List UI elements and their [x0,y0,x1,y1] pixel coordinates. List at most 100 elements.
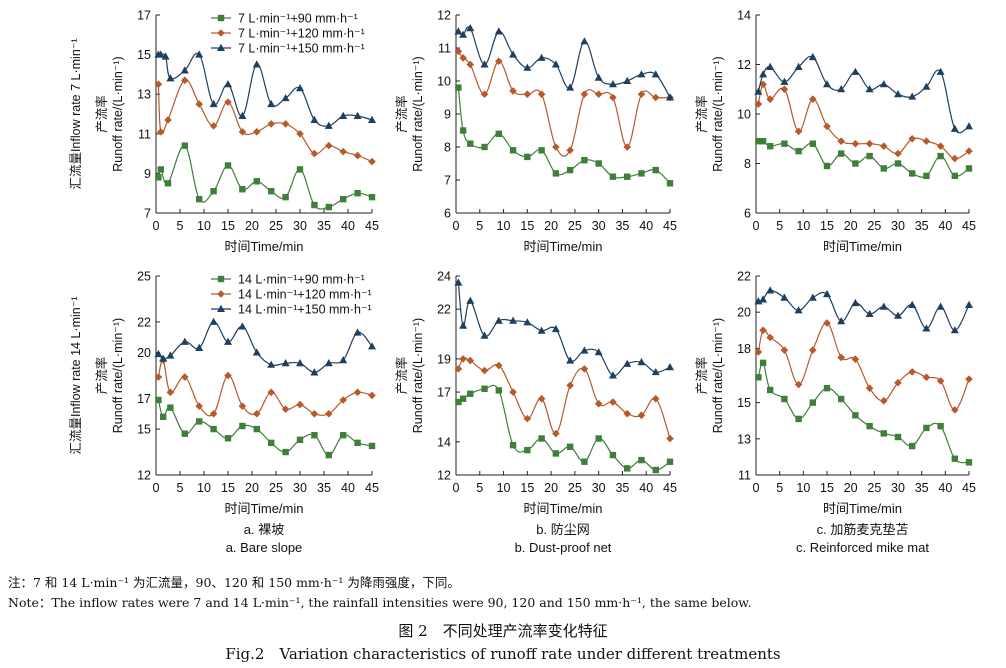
data-point-c-7-0 [755,138,762,145]
data-point-b-14-1 [523,414,532,423]
data-point-b-14-2 [480,331,489,339]
data-point-a-14-2 [159,354,168,362]
series-line-a-7-0 [157,145,373,210]
data-point-c-7-2 [754,87,763,95]
legend-marker-a-14-2 [217,304,225,312]
y-axis-label-cn-a-7: 产流率 [94,95,109,133]
data-point-c-7-1 [894,149,902,158]
data-point-b-7-2 [666,93,674,101]
data-point-b-14-1 [454,365,463,373]
x-tick-label-b-14: 5 [476,481,483,495]
legend-marker-a-14-0 [217,275,225,283]
data-point-a-14-1 [181,373,189,381]
legend-marker-a-7-1 [217,29,225,37]
data-point-a-7-1 [238,128,247,136]
data-point-a-7-2 [310,115,319,123]
y-tick-label-a-7: 7 [144,207,151,221]
data-point-a-14-2 [166,351,175,359]
data-point-b-7-2 [494,27,503,35]
x-tick-label-c-14: 45 [962,481,976,495]
data-point-a-7-1 [253,128,261,136]
data-point-a-7-2 [324,121,333,129]
data-point-c-7-0 [781,140,788,147]
data-point-b-14-0 [459,395,467,402]
subcaption-cn-1: b. 防尘网 [536,522,589,537]
data-point-b-7-1 [480,90,489,98]
subcaption-en-1: b. Dust-proof net [515,540,612,555]
data-point-c-14-0 [866,422,873,430]
legend-label-a-14-2: 14 L·min⁻¹+150 mm·h⁻¹ [238,303,372,317]
x-tick-label-a-7: 20 [245,219,259,233]
data-point-c-14-1 [922,373,931,382]
x-tick-label-a-14: 15 [221,481,235,495]
data-point-a-14-1 [325,409,333,418]
legend-marker-a-14-1 [217,290,225,298]
y-tick-label-c-7: 6 [744,207,751,221]
data-point-a-7-1 [181,76,189,85]
data-point-a-14-0 [196,418,203,425]
data-point-a-7-0 [224,162,232,169]
x-tick-label-b-7: 35 [615,219,629,233]
data-point-a-7-1 [310,149,319,158]
data-point-a-7-2 [195,50,204,58]
x-tick-label-c-7: 35 [915,219,929,233]
data-point-a-14-2 [224,337,232,345]
data-point-c-7-0 [809,140,816,147]
data-point-b-14-2 [509,316,518,324]
data-point-c-14-0 [759,359,767,367]
row-inflow-label-a-14: 汇流量Inflow rate 14 L·min⁻¹ [69,296,83,454]
data-point-a-14-1 [296,400,304,409]
y-axis-label-cn-b-14: 产流率 [394,357,409,395]
x-tick-label-b-14: 15 [520,481,534,495]
series-line-c-7-2 [757,55,970,134]
series-line-b-14-2 [457,282,671,377]
data-point-c-14-1 [880,397,888,405]
data-point-b-7-2 [651,70,660,78]
data-point-a-14-1 [253,409,261,418]
x-tick-label-b-14: 45 [663,481,677,495]
data-point-b-14-1 [580,365,589,373]
data-point-c-7-0 [838,150,845,157]
data-point-b-7-2 [480,60,489,68]
series-line-b-14-1 [457,357,671,439]
data-point-a-14-0 [311,432,318,439]
data-point-b-7-2 [608,80,617,88]
data-point-b-7-1 [651,93,660,102]
y-tick-label-b-7: 12 [437,9,451,23]
data-point-a-14-0 [167,404,174,411]
x-tick-label-c-7: 40 [938,219,952,233]
x-tick-label-b-7: 30 [592,219,606,233]
x-tick-label-c-7: 10 [796,219,810,233]
data-point-c-14-2 [894,311,902,319]
data-point-b-14-1 [609,398,617,406]
x-tick-label-b-7: 0 [453,219,460,233]
data-point-a-14-2 [180,337,189,345]
y-tick-label-a-14: 12 [137,469,151,483]
series-line-c-7-1 [757,83,970,160]
data-point-c-14-1 [759,326,767,335]
data-point-c-14-2 [754,297,763,305]
data-point-c-14-0 [795,415,802,423]
data-point-b-14-1 [459,355,467,363]
y-tick-label-b-7: 10 [437,75,451,89]
data-point-b-7-2 [551,60,560,68]
data-point-b-7-1 [609,93,617,102]
data-point-c-7-2 [759,70,768,78]
figure-caption-en: Fig.2 Variation characteristics of runof… [225,645,781,663]
data-point-a-7-0 [325,203,332,211]
data-point-c-14-1 [865,384,874,392]
subcaption-cn-2: c. 加筋麦克垫苫 [817,522,909,537]
data-point-a-7-0 [340,195,347,203]
data-point-b-14-0 [455,398,462,406]
data-point-a-14-1 [209,409,218,418]
data-point-a-14-0 [253,425,260,433]
data-point-a-14-2 [368,342,376,350]
data-point-a-7-0 [296,166,304,173]
data-point-a-14-1 [310,409,319,418]
data-point-a-14-2 [252,348,261,356]
data-point-c-14-2 [879,302,888,310]
data-point-c-14-2 [922,324,931,332]
series-line-a-14-1 [157,359,373,417]
x-axis-label-a-7: 时间Time/min [225,239,304,254]
data-point-b-7-1 [552,143,560,151]
